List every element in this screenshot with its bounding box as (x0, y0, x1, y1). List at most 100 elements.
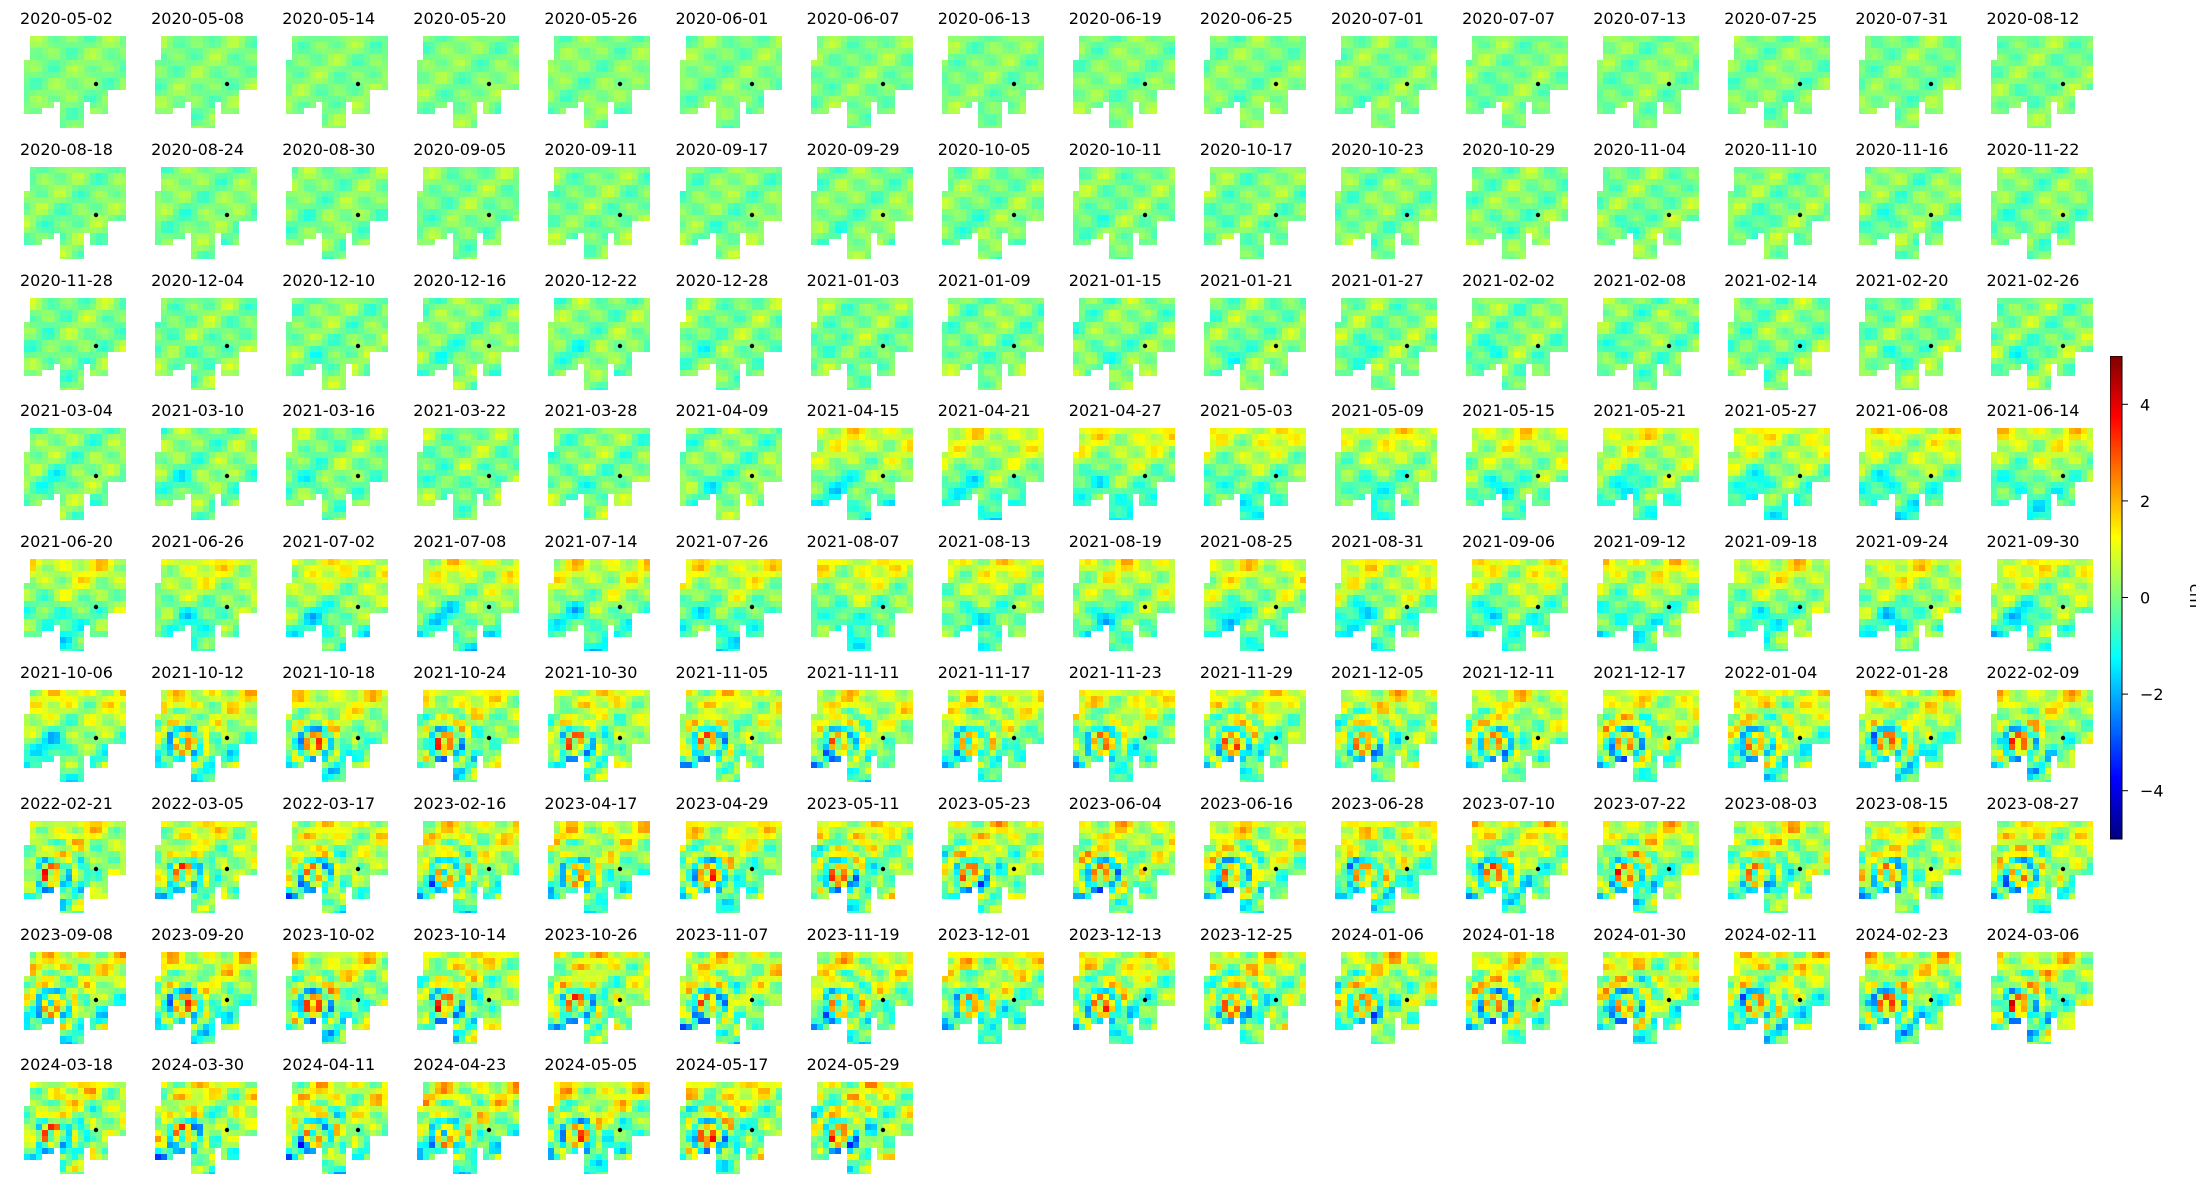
panel-date-label: 2020-05-20 (413, 8, 538, 30)
panel-date-label: 2021-01-09 (938, 270, 1063, 292)
panel-date-label: 2020-06-25 (1200, 8, 1325, 30)
reference-point-marker (355, 81, 361, 87)
panel-date-label: 2020-05-08 (151, 8, 276, 30)
deformation-map (1859, 166, 1962, 259)
reference-point-marker (1404, 474, 1410, 479)
reference-point-marker (880, 343, 885, 348)
reference-point-marker (93, 212, 99, 217)
reference-point-marker (93, 604, 99, 610)
deformation-map (548, 428, 651, 521)
panel-date-label: 2023-06-28 (1331, 793, 1456, 815)
panel-date-label: 2021-10-30 (544, 662, 669, 684)
colorbar-tick-label: 2 (2140, 492, 2150, 511)
reference-point-marker (355, 212, 361, 217)
deformation-map (1990, 428, 2093, 521)
deformation-map (679, 36, 782, 128)
deformation-map (1466, 951, 1569, 1044)
deformation-map (1466, 428, 1569, 521)
panel-date-label: 2023-11-07 (676, 924, 801, 946)
reference-point-marker (1666, 866, 1672, 871)
deformation-map (1990, 690, 2093, 782)
reference-point-marker (1929, 604, 1934, 610)
panel-date-label: 2024-04-11 (282, 1054, 407, 1076)
panel-date-label: 2020-05-14 (282, 8, 407, 30)
panel-date-label: 2021-11-05 (676, 662, 801, 684)
reference-point-marker (1798, 81, 1803, 87)
reference-point-marker (1929, 997, 1934, 1002)
deformation-map (24, 428, 126, 521)
colorbar-ticks: 4 2 0 −2 −4 (2122, 395, 2164, 801)
panel-date-label: 2023-06-16 (1200, 793, 1325, 815)
deformation-map (1859, 820, 1962, 913)
panel-date-label: 2023-04-29 (676, 793, 801, 815)
deformation-map (548, 1082, 651, 1175)
panel-date-label: 2021-10-06 (20, 662, 145, 684)
panel-date-label: 2021-04-15 (807, 400, 932, 422)
deformation-map (1203, 166, 1306, 259)
reference-point-marker (880, 866, 885, 871)
panel-date-label: 2020-12-16 (413, 270, 538, 292)
deformation-map (941, 820, 1044, 913)
deformation-map (1728, 951, 1831, 1044)
reference-point-marker (880, 997, 885, 1002)
panel-date-label: 2020-11-22 (1987, 139, 2112, 161)
deformation-map (1990, 559, 2093, 652)
deformation-map (417, 1082, 520, 1175)
panel-date-label: 2020-11-04 (1593, 139, 1718, 161)
reference-point-marker (1273, 735, 1279, 741)
deformation-map (679, 297, 782, 390)
reference-point-marker (1404, 212, 1410, 217)
reference-point-marker (1011, 997, 1016, 1002)
panel-date-label: 2020-09-17 (676, 139, 801, 161)
reference-point-marker (749, 866, 754, 871)
panel-date-label: 2023-10-14 (413, 924, 538, 946)
reference-point-marker (618, 212, 623, 217)
deformation-map (286, 820, 389, 913)
panel-date-label: 2020-10-05 (938, 139, 1063, 161)
reference-point-marker (880, 604, 885, 610)
panel-date-label: 2020-06-07 (807, 8, 932, 30)
deformation-map (1859, 690, 1962, 782)
panel-date-label: 2023-12-01 (938, 924, 1063, 946)
panel-date-label: 2023-12-25 (1200, 924, 1325, 946)
reference-point-marker (1404, 343, 1410, 348)
panel-date-label: 2021-06-20 (20, 531, 145, 553)
deformation-map (941, 297, 1044, 390)
deformation-map (810, 820, 913, 913)
reference-point-marker (1666, 474, 1672, 479)
reference-point-marker (355, 735, 361, 741)
deformation-map (679, 690, 782, 782)
colorbar-tick-label: −4 (2140, 782, 2164, 801)
reference-point-marker (618, 604, 623, 610)
deformation-map (417, 297, 520, 390)
panel-date-label: 2020-07-13 (1593, 8, 1718, 30)
deformation-map (1203, 951, 1306, 1044)
deformation-map (810, 690, 913, 782)
panel-date-label: 2023-08-27 (1987, 793, 2112, 815)
panel-date-label: 2021-02-20 (1855, 270, 1980, 292)
panel-date-label: 2021-03-22 (413, 400, 538, 422)
reference-point-marker (1929, 212, 1934, 217)
deformation-map (1072, 559, 1175, 652)
deformation-map (1597, 690, 1700, 782)
panel-date-label: 2021-09-18 (1724, 531, 1849, 553)
panel-date-label: 2023-07-22 (1593, 793, 1718, 815)
panel-date-label: 2021-08-25 (1200, 531, 1325, 553)
reference-point-marker (1404, 81, 1410, 87)
deformation-map (24, 951, 126, 1044)
panel-date-label: 2024-03-06 (1987, 924, 2112, 946)
deformation-map (810, 951, 913, 1044)
reference-point-marker (1535, 212, 1541, 217)
reference-point-marker (93, 1128, 99, 1133)
reference-point-marker (1535, 866, 1541, 871)
deformation-map (1990, 166, 2093, 259)
deformation-map (810, 559, 913, 652)
reference-point-marker (1011, 343, 1016, 348)
panel-date-label: 2021-07-14 (544, 531, 669, 553)
reference-point-marker (618, 1128, 623, 1133)
deformation-map (1335, 690, 1437, 782)
panel-date-label: 2020-12-22 (544, 270, 669, 292)
deformation-map (1597, 428, 1700, 521)
deformation-map (548, 820, 651, 913)
deformation-map (1466, 559, 1569, 652)
